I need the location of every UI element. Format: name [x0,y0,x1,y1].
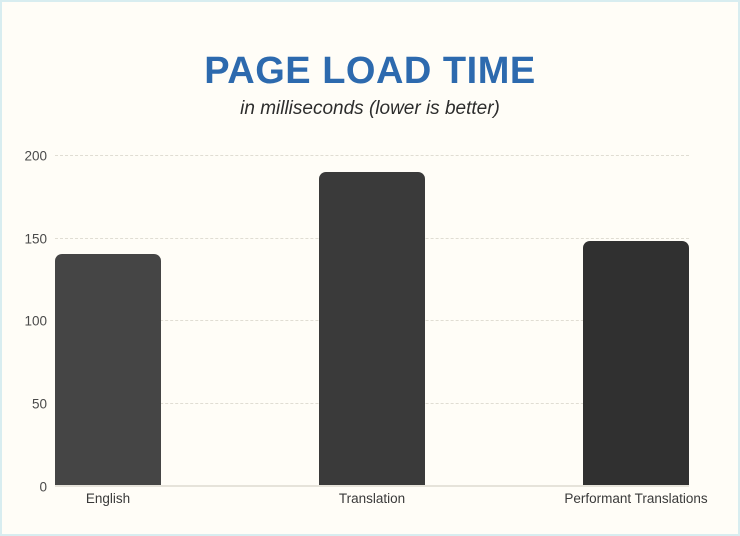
bar-english [55,254,161,485]
y-axis-tick-label: 50 [31,396,47,411]
y-axis-tick-label: 100 [24,313,47,329]
gridline-200: 200 [24,149,689,164]
y-axis-tick-label: 150 [24,231,47,246]
x-axis-baseline: 0 [39,480,689,495]
bar-performant-translations [583,240,689,485]
y-axis-tick-label: 200 [24,148,47,164]
chart-subtitle: in milliseconds (lower is better) [240,98,500,119]
plot-area: 0 50 100 150 200 English Translation Performant… [24,149,707,507]
bar-translation [319,171,425,485]
x-axis-category-label-english: English [85,491,131,506]
x-axis-category-label-translation: Translation [338,491,406,506]
chart-title: PAGE LOAD TIME [204,50,536,92]
x-axis-category-label-performant-translations: Performant Translations [564,491,708,506]
y-axis-tick-label: 0 [39,479,47,495]
